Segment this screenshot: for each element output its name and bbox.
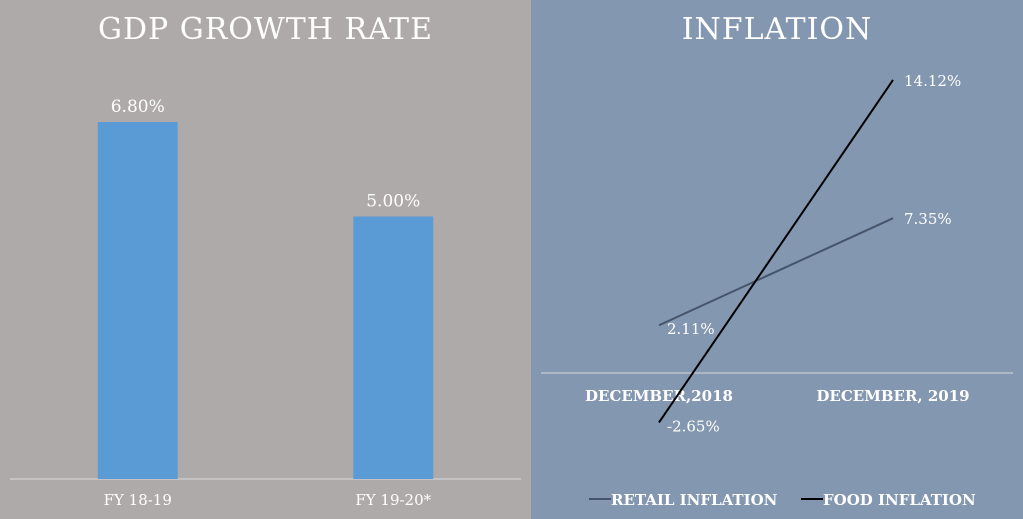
gdp-bar-data-label: 5.00% bbox=[366, 192, 420, 212]
legend-label: FOOD INFLATION bbox=[823, 491, 976, 509]
gdp-chart-title: GDP GROWTH RATE bbox=[98, 12, 433, 47]
inflation-line-chart: DECEMBER,2018 DECEMBER, 2019 2.11% 7.35% -2.… bbox=[541, 72, 1013, 509]
legend-label: RETAIL INFLATION bbox=[611, 491, 778, 509]
gdp-bar bbox=[97, 122, 178, 479]
inflation-chart-panel: INFLATION DECEMBER,2018 DECEMBER, 2019 2.1… bbox=[531, 0, 1023, 519]
gdp-x-tick-label: FY 18-19 bbox=[104, 491, 172, 509]
inflation-x-tick-label: DECEMBER,2018 bbox=[585, 387, 733, 405]
inflation-x-tick-label: DECEMBER, 2019 bbox=[816, 387, 969, 405]
inflation-series-line bbox=[658, 79, 894, 423]
inflation-data-label: 14.12% bbox=[904, 72, 961, 90]
inflation-data-label: -2.65% bbox=[667, 417, 720, 435]
gdp-bar-chart: 6.80% FY 18-19 5.00% FY 19-20* bbox=[10, 97, 521, 509]
inflation-series-line bbox=[658, 217, 894, 327]
gdp-growth-chart-panel: GDP GROWTH RATE 6.80% FY 18-19 5.00% FY 19-… bbox=[0, 0, 531, 519]
gdp-bar bbox=[353, 216, 434, 479]
gdp-bar-data-label: 6.80% bbox=[111, 97, 165, 117]
inflation-data-label: 2.11% bbox=[667, 320, 715, 338]
gdp-x-tick-label: FY 19-20* bbox=[355, 491, 431, 509]
inflation-chart-title: INFLATION bbox=[681, 12, 873, 47]
inflation-data-label: 7.35% bbox=[904, 210, 952, 228]
